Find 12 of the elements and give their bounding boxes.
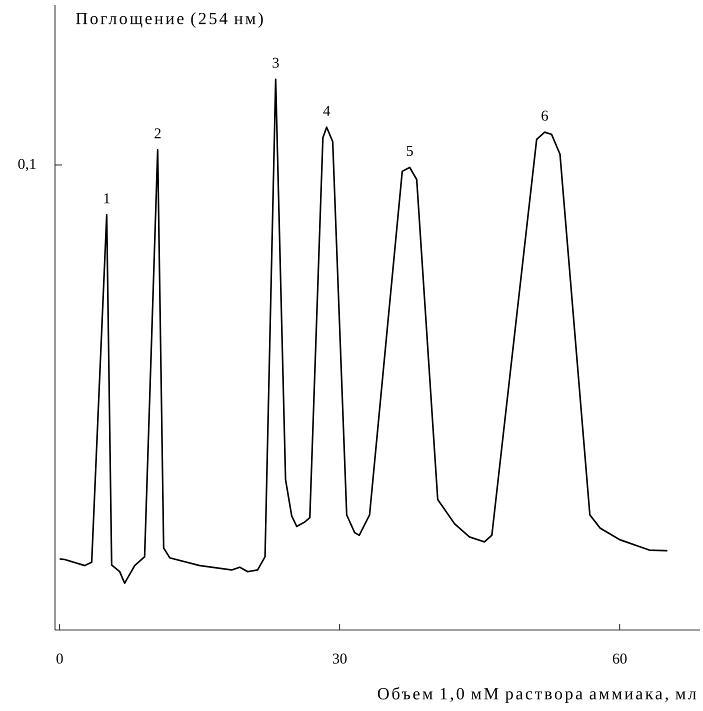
- annotation: 4: [323, 106, 330, 116]
- x-axis-title: Объем 1,0 мМ раствора аммиака, мл: [378, 687, 696, 703]
- x-tick-label: 30: [332, 654, 347, 664]
- x-tick-label: 0: [56, 654, 63, 664]
- x-tick-label: 60: [612, 654, 627, 664]
- y-axis-title: Поглощение (254 нм): [76, 12, 263, 28]
- annotation: 1: [104, 193, 110, 204]
- annotation: 3: [272, 58, 279, 68]
- annotation: 5: [406, 146, 413, 156]
- text: 0,1: [18, 158, 36, 172]
- annotation: 6: [542, 110, 548, 121]
- annotation: 2: [154, 128, 161, 138]
